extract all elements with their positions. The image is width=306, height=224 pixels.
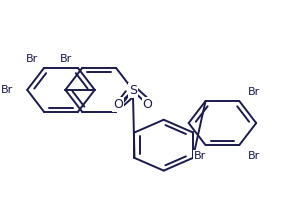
Text: O: O xyxy=(143,98,152,111)
Text: Br: Br xyxy=(1,85,13,95)
Text: Br: Br xyxy=(194,151,206,161)
Text: Br: Br xyxy=(26,54,39,64)
Text: S: S xyxy=(129,84,137,97)
Text: Br: Br xyxy=(60,54,72,64)
Text: O: O xyxy=(113,98,123,111)
Text: Br: Br xyxy=(248,87,260,97)
Text: Br: Br xyxy=(248,151,260,161)
